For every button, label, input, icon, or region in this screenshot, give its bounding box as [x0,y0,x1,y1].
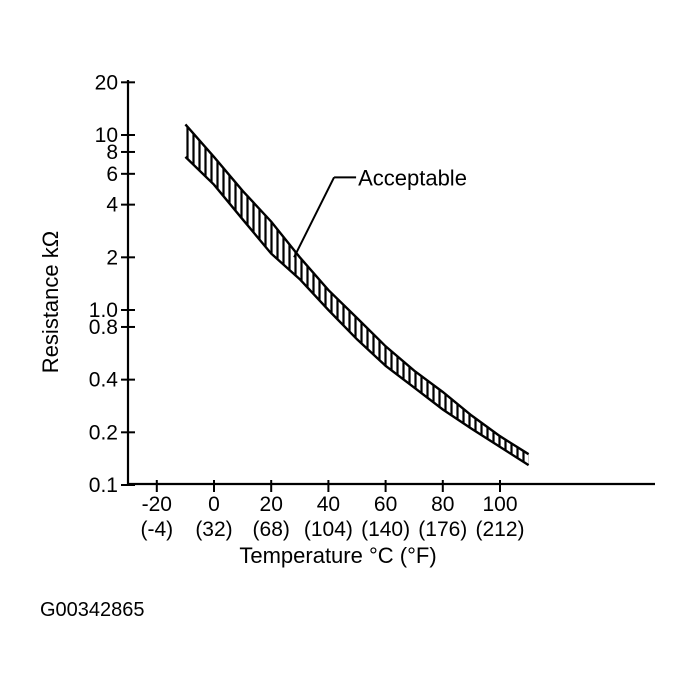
y-tick-label: 0.4 [89,369,119,392]
y-tick-label: 6 [106,163,118,186]
acceptable-upper-bound-line [184,123,530,456]
acceptable-band-fill [185,124,529,466]
figure-code: G00342865 [40,599,145,621]
x-tick-sublabel: (68) [253,518,290,541]
x-tick-label: 80 [431,493,454,516]
acceptable-band-layer [184,123,530,467]
x-tick-label: 100 [482,493,517,516]
x-tick-label: 60 [374,493,397,516]
axes-layer [126,80,655,486]
y-axis-title: Resistance kΩ [38,231,63,373]
y-tick-label: 0.8 [89,316,118,339]
annotation-acceptable-label: Acceptable [358,165,467,190]
y-tick-label: 4 [106,194,118,217]
acceptable-lower-bound-line [184,156,530,467]
x-tick-label: 40 [317,493,340,516]
x-tick-sublabel: (140) [361,518,410,541]
x-tick-label: -20 [142,493,172,516]
x-tick-sublabel: (104) [304,518,353,541]
x-tick-label: 0 [208,493,220,516]
y-tick-label: 8 [106,141,118,164]
x-tick-sublabel: (212) [475,518,524,541]
y-tick-label: 10 [95,124,118,147]
x-tick-label: 20 [260,493,283,516]
x-tick-layer: -20(-4) 0(32) 20(68) 40(104) 60(140) 80(176) 1… [140,480,525,541]
x-tick-sublabel: (32) [195,518,232,541]
annotation-leader-line [293,176,335,258]
y-tick-label: 1.0 [89,299,118,322]
annotation-layer: Acceptable [293,165,467,258]
x-tick-sublabel: (-4) [140,518,173,541]
y-tick-label: 2 [106,246,118,269]
y-tick-label: 20 [95,71,118,94]
y-tick-label: 0.2 [89,421,118,444]
x-tick-sublabel: (176) [418,518,467,541]
x-axis-title: Temperature °C (°F) [239,543,436,568]
y-tick-label: 0.1 [89,474,118,497]
